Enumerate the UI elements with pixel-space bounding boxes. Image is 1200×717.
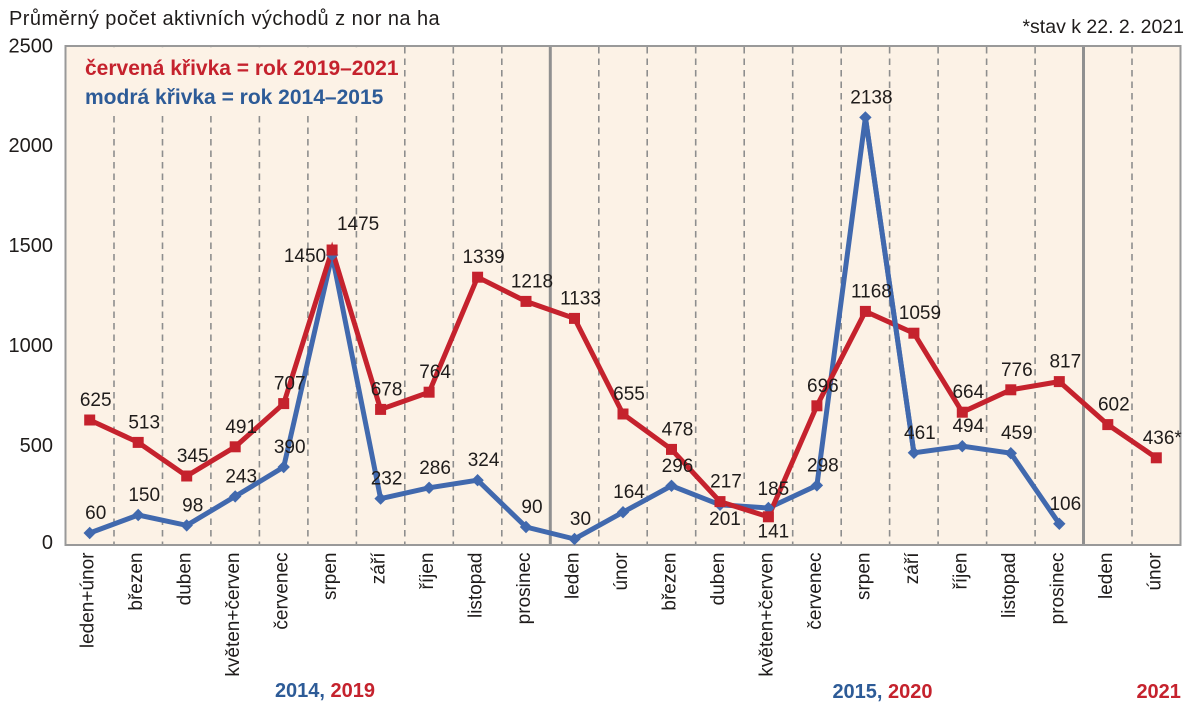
svg-text:1218: 1218 [511, 271, 553, 292]
svg-text:2015, 2020: 2015, 2020 [832, 681, 932, 703]
svg-text:625: 625 [80, 390, 112, 411]
svg-text:459: 459 [1001, 423, 1033, 444]
svg-text:707: 707 [274, 374, 306, 395]
svg-text:červená křivka = rok 2019–2021: červená křivka = rok 2019–2021 [85, 57, 399, 80]
svg-text:243: 243 [225, 466, 257, 487]
svg-text:217: 217 [710, 472, 742, 493]
svg-text:494: 494 [952, 416, 984, 437]
svg-text:květen+červen: květen+červen [756, 553, 777, 677]
svg-text:390: 390 [274, 437, 306, 458]
svg-text:2021: 2021 [1136, 681, 1181, 703]
svg-text:106: 106 [1049, 494, 1081, 515]
svg-text:298: 298 [807, 455, 839, 476]
svg-text:duben: duben [708, 553, 729, 606]
svg-text:2500: 2500 [9, 36, 54, 58]
svg-text:1339: 1339 [462, 247, 504, 268]
svg-text:678: 678 [371, 379, 403, 400]
svg-text:664: 664 [952, 382, 984, 403]
svg-text:296: 296 [662, 456, 694, 477]
svg-text:324: 324 [468, 450, 500, 471]
svg-text:2014, 2019: 2014, 2019 [275, 680, 375, 702]
svg-text:30: 30 [570, 509, 591, 530]
svg-text:únor: únor [1144, 552, 1165, 591]
svg-text:září: září [902, 552, 923, 584]
svg-text:květen+červen: květen+červen [223, 553, 244, 677]
svg-text:Průměrný počet aktivních výcho: Průměrný počet aktivních východů z nor n… [9, 8, 441, 30]
svg-text:696: 696 [807, 376, 839, 397]
svg-text:764: 764 [419, 362, 451, 383]
svg-text:prosinec: prosinec [1047, 553, 1068, 625]
svg-text:817: 817 [1049, 352, 1081, 373]
svg-text:leden: leden [563, 553, 584, 600]
svg-text:1000: 1000 [9, 335, 54, 357]
svg-text:286: 286 [419, 458, 451, 479]
svg-text:513: 513 [128, 412, 160, 433]
svg-text:srpen: srpen [853, 553, 874, 601]
svg-text:0: 0 [42, 532, 53, 554]
svg-text:60: 60 [85, 503, 106, 524]
svg-text:listopad: listopad [999, 553, 1020, 619]
svg-text:1168: 1168 [851, 281, 892, 302]
svg-text:červenec: červenec [805, 553, 826, 630]
svg-text:90: 90 [521, 497, 542, 518]
svg-text:164: 164 [613, 482, 645, 503]
svg-text:1450: 1450 [284, 246, 326, 267]
svg-text:461: 461 [904, 423, 936, 444]
svg-text:141: 141 [758, 521, 790, 542]
svg-text:*stav k 22. 2. 2021: *stav k 22. 2. 2021 [1022, 16, 1184, 38]
svg-text:602: 602 [1098, 395, 1130, 416]
svg-text:150: 150 [128, 485, 160, 506]
svg-text:1059: 1059 [899, 303, 941, 324]
svg-text:478: 478 [662, 419, 694, 440]
svg-text:1475: 1475 [337, 214, 379, 235]
svg-text:říjen: říjen [950, 553, 971, 590]
svg-text:červenec: červenec [272, 553, 293, 630]
svg-text:leden: leden [1096, 553, 1117, 600]
svg-text:1500: 1500 [9, 235, 54, 257]
svg-text:duben: duben [175, 553, 196, 606]
svg-text:2138: 2138 [850, 87, 892, 108]
svg-text:říjen: říjen [417, 553, 438, 590]
svg-text:500: 500 [20, 435, 53, 457]
svg-text:prosinec: prosinec [514, 553, 535, 625]
svg-text:185: 185 [758, 479, 790, 500]
svg-text:232: 232 [371, 469, 403, 490]
svg-text:září: září [369, 552, 390, 584]
svg-text:345: 345 [177, 446, 209, 467]
svg-text:201: 201 [709, 509, 741, 530]
svg-text:436*: 436* [1143, 428, 1183, 449]
svg-text:776: 776 [1001, 360, 1033, 381]
svg-text:srpen: srpen [320, 553, 341, 601]
svg-text:březen: březen [660, 553, 681, 611]
svg-text:leden+únor: leden+únor [78, 552, 99, 648]
svg-text:modrá křivka = rok 2014–2015: modrá křivka = rok 2014–2015 [85, 86, 384, 109]
svg-text:1133: 1133 [560, 288, 601, 309]
svg-text:listopad: listopad [466, 553, 487, 619]
svg-text:únor: únor [611, 552, 632, 591]
svg-text:655: 655 [613, 384, 645, 405]
svg-text:březen: březen [126, 553, 147, 611]
svg-text:491: 491 [225, 417, 257, 438]
svg-text:2000: 2000 [9, 135, 54, 157]
svg-text:98: 98 [182, 495, 203, 516]
